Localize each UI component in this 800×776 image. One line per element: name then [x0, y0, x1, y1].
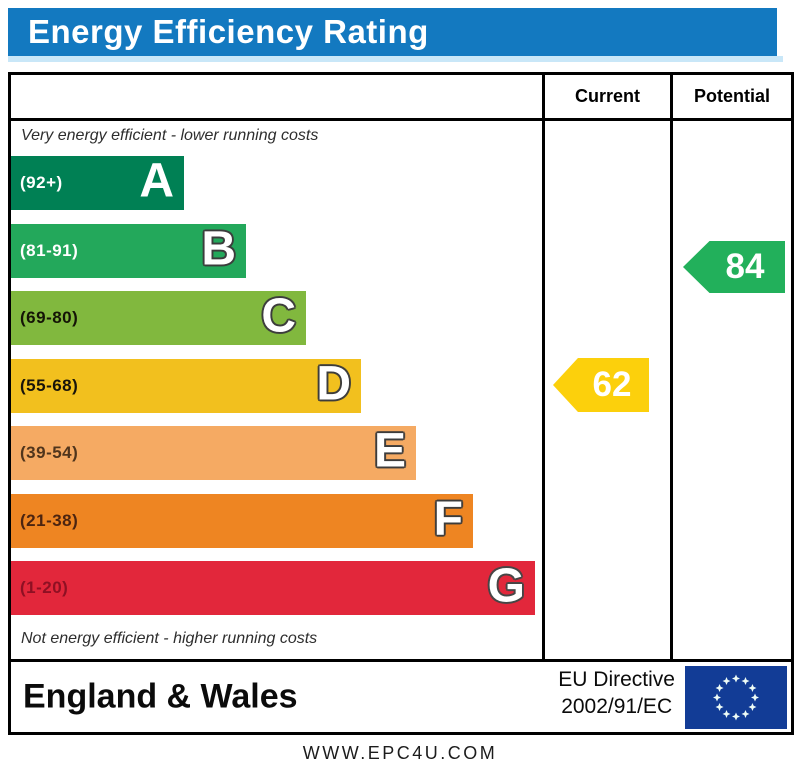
page-title: Energy Efficiency Rating: [28, 13, 429, 50]
current-rating-value: 62: [592, 365, 632, 404]
column-divider-potential: [670, 75, 673, 659]
header-divider: [11, 118, 791, 121]
band-letter: G: [487, 559, 525, 613]
rating-band: (69-80) C: [11, 291, 306, 345]
band-letter: F: [433, 492, 463, 546]
title-underline: [8, 56, 783, 62]
eu-directive-line1: EU Directive: [558, 668, 675, 691]
band-letter: D: [316, 357, 351, 411]
band-range-label: (39-54): [20, 443, 79, 462]
rating-band: (55-68) D: [11, 359, 361, 413]
rating-band: (92+) A: [11, 156, 184, 210]
eu-directive-line2: 2002/91/EC: [561, 695, 673, 718]
eu-directive-label: EU Directive 2002/91/EC: [558, 666, 675, 720]
current-rating-arrow: 62: [553, 358, 649, 412]
band-letter: E: [373, 424, 406, 478]
rating-band: (1-20) G: [11, 561, 535, 615]
rating-band: (21-38) F: [11, 494, 473, 548]
band-letter: A: [139, 154, 174, 208]
band-letter: B: [201, 222, 236, 276]
current-column-header: Current: [574, 86, 640, 106]
caption-very-efficient: Very energy efficient - lower running co…: [21, 127, 319, 144]
band-range-label: (81-91): [20, 241, 79, 260]
rating-band: (39-54) E: [11, 426, 416, 480]
band-range-label: (55-68): [20, 376, 79, 395]
eu-flag-icon: [685, 666, 787, 729]
band-range-label: (69-80): [20, 308, 79, 327]
column-divider-current: [542, 75, 545, 659]
caption-not-efficient: Not energy efficient - higher running co…: [21, 630, 318, 647]
potential-rating-arrow: 84: [683, 241, 785, 293]
potential-rating-value: 84: [725, 247, 765, 286]
website-label: WWW.EPC4U.COM: [302, 743, 498, 763]
band-range-label: (1-20): [20, 578, 69, 597]
footer: England & Wales EU Directive 2002/91/EC: [8, 662, 794, 735]
band-letter: C: [261, 289, 296, 343]
rating-band: (81-91) B: [11, 224, 246, 278]
rating-table: Current Potential Very energy efficient …: [8, 72, 794, 662]
region-label: England & Wales: [23, 677, 298, 716]
band-range-label: (21-38): [20, 511, 79, 530]
potential-column-header: Potential: [693, 86, 770, 106]
band-range-label: (92+): [20, 173, 63, 192]
title-bar: Energy Efficiency Rating: [8, 8, 777, 56]
